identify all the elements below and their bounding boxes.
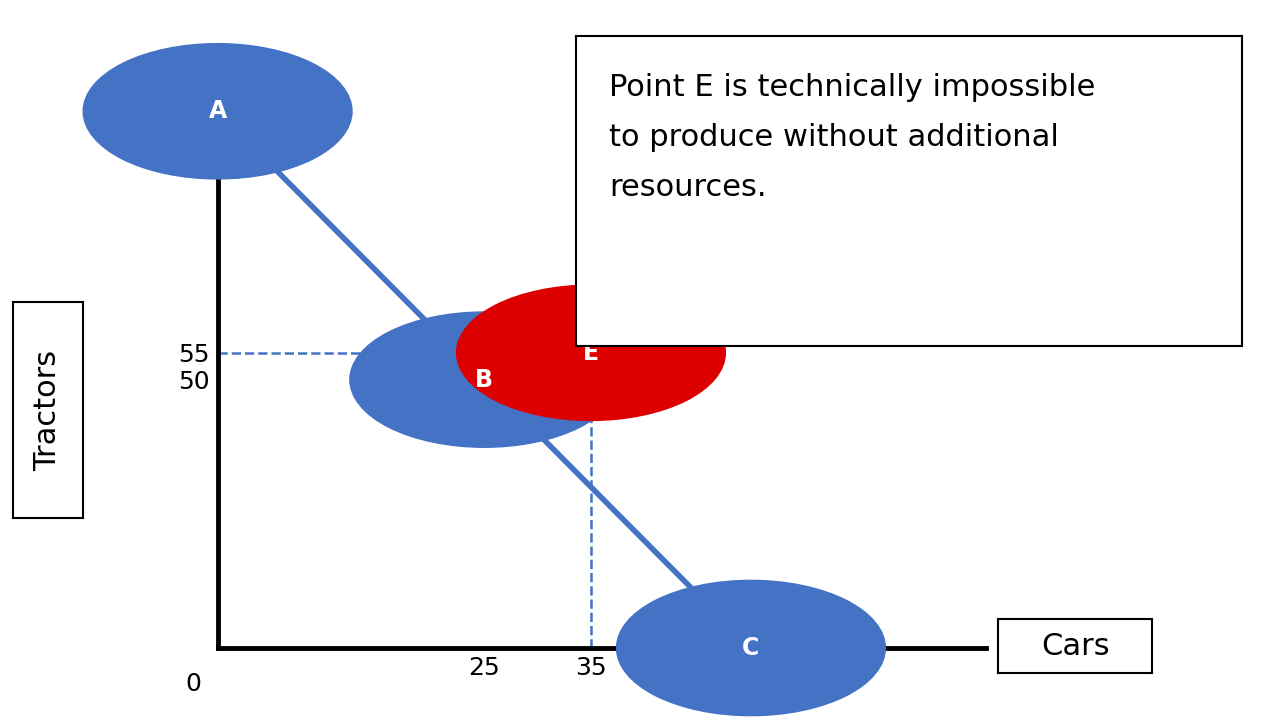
- Text: E: E: [582, 341, 599, 365]
- Text: B: B: [475, 368, 493, 392]
- Text: Tractors: Tractors: [33, 350, 63, 471]
- Circle shape: [617, 580, 886, 716]
- Circle shape: [457, 285, 726, 420]
- Text: Cars: Cars: [1041, 631, 1110, 661]
- Text: Point E is technically impossible
to produce without additional
resources.: Point E is technically impossible to pro…: [609, 73, 1096, 202]
- Text: A: A: [209, 99, 227, 123]
- Text: 0: 0: [186, 672, 202, 696]
- Text: C: C: [742, 636, 759, 660]
- Circle shape: [83, 44, 352, 179]
- Circle shape: [349, 312, 618, 447]
